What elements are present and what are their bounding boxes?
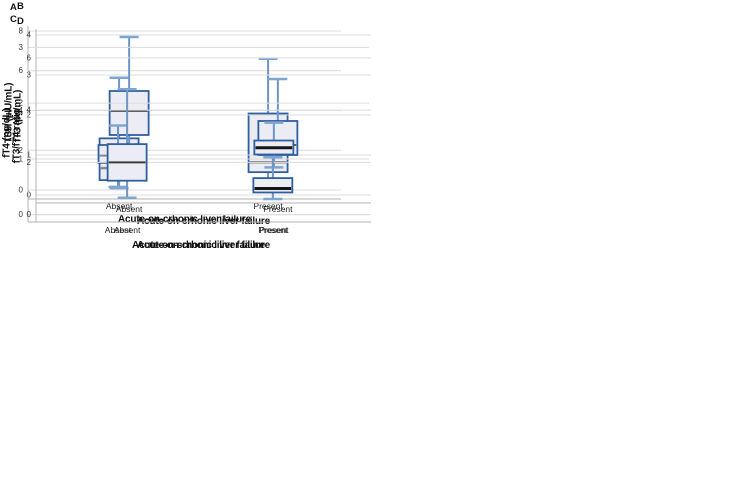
y-tick-label: 6	[19, 66, 24, 75]
y-tick-label: 1	[19, 154, 24, 163]
x-category-label: Present	[263, 204, 293, 214]
x-category-label: Absent	[114, 225, 141, 235]
y-tick-label: 3	[27, 71, 32, 80]
panel-a-x-axis-title: Acute-on-crhonic liver failure	[118, 214, 251, 225]
y-tick-label: 0	[19, 186, 24, 195]
y-tick-label: 4	[27, 31, 32, 40]
panel-c-label: C	[10, 14, 18, 25]
y-tick-label: 4	[27, 106, 32, 115]
y-tick-label: 2	[27, 111, 32, 120]
x-category-label: Absent	[116, 204, 143, 214]
y-tick-label: 2	[27, 158, 32, 167]
panel-a-label: A	[10, 2, 18, 13]
panel-b-label: B	[17, 1, 25, 12]
panel-c-x-axis-title: Acute-on-crhonic liver failure	[132, 240, 265, 251]
boxplot-absent-iqr-box	[108, 90, 150, 136]
panel-d: D fT3/fT4 ratio 0 2 4 6 Absent Present Acute-…	[0, 0, 371, 252]
x-category-label: Absent	[106, 201, 133, 211]
y-tick-label: 3	[19, 43, 24, 52]
x-category-label: Present	[258, 225, 288, 235]
panel-d-x-axis-title: Acute-on-crhonic liver failure	[137, 240, 270, 251]
y-tick-label: 6	[27, 53, 32, 62]
y-tick-label: 8	[19, 26, 24, 35]
y-tick-label: 2	[19, 146, 24, 155]
x-category-label: Absent	[105, 225, 132, 235]
y-tick-label: 0	[19, 210, 24, 219]
boxplot-present-iqr-box	[252, 177, 294, 194]
x-category-label: Present	[259, 225, 289, 235]
panel-b: B fT3 (pg/mL) 0 1 2 3 4 Absent Present Acute-o…	[0, 0, 371, 252]
y-tick-label: 2	[19, 99, 24, 108]
y-tick-label: 0	[27, 210, 32, 219]
y-tick-label: 0	[27, 191, 32, 200]
x-category-label: Present	[253, 201, 283, 211]
panel-d-label: D	[17, 16, 25, 27]
y-tick-label: 1	[27, 151, 32, 160]
y-tick-label: 4	[19, 106, 24, 115]
